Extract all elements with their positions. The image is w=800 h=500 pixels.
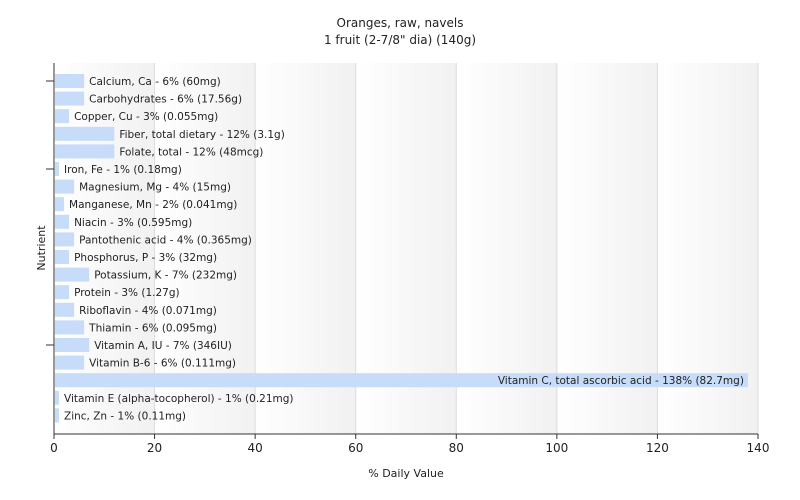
bar-label: Vitamin E (alpha-tocopherol) - 1% (0.21m… [64, 393, 294, 405]
bar [55, 214, 70, 229]
chart-subtitle: 1 fruit (2-7/8" dia) (140g) [324, 33, 476, 47]
x-tick-label: 100 [545, 441, 568, 455]
bar-label: Phosphorus, P - 3% (32mg) [74, 252, 217, 264]
bar-label: Niacin - 3% (0.595mg) [74, 217, 192, 229]
bar-label: Protein - 3% (1.27g) [74, 287, 180, 299]
bar [55, 91, 85, 106]
bar [55, 250, 70, 264]
bar-label: Calcium, Ca - 6% (60mg) [89, 76, 221, 88]
bar-label: Folate, total - 12% (48mcg) [119, 146, 263, 158]
bar [55, 355, 85, 370]
bar [55, 126, 115, 141]
bar [55, 373, 748, 388]
bar-label: Manganese, Mn - 2% (0.041mg) [69, 199, 237, 211]
axes [46, 63, 758, 435]
grid-lines [154, 63, 759, 434]
x-tick-label: 120 [646, 441, 669, 455]
bar [55, 232, 75, 247]
bar-label: Thiamin - 6% (0.095mg) [88, 322, 217, 334]
bar-label: Copper, Cu - 3% (0.055mg) [74, 111, 218, 123]
plot-band [355, 63, 457, 434]
plot-background [54, 63, 758, 434]
bar-label: Magnesium, Mg - 4% (15mg) [79, 182, 231, 194]
plot-band [54, 63, 155, 434]
bar-label: Fiber, total dietary - 12% (3.1g) [119, 129, 284, 141]
bar [55, 320, 85, 335]
bar [55, 179, 75, 194]
x-tick-label: 0 [50, 441, 58, 455]
bars: Calcium, Ca - 6% (60mg) Carbohydrates - 6… [55, 74, 748, 423]
chart-title: Oranges, raw, navels [337, 16, 464, 30]
bar-label: Vitamin A, IU - 7% (346IU) [94, 340, 232, 352]
bar [55, 74, 85, 88]
bar [55, 197, 65, 212]
bar [55, 408, 60, 423]
plot-band [456, 63, 557, 434]
bar-label: Vitamin B-6 - 6% (0.111mg) [89, 358, 236, 370]
bar-label: Iron, Fe - 1% (0.18mg) [64, 164, 182, 176]
plot-band [556, 63, 658, 434]
bar-label: Riboflavin - 4% (0.071mg) [79, 305, 217, 317]
plot-band [657, 63, 758, 434]
x-axis-label: % Daily Value [368, 467, 444, 480]
bar [55, 390, 60, 405]
bar-label: Vitamin C, total ascorbic acid - 138% (8… [498, 375, 744, 387]
bar-label: Carbohydrates - 6% (17.56g) [89, 94, 242, 106]
bar-label: Pantothenic acid - 4% (0.365mg) [79, 234, 252, 246]
x-tick-label: 60 [348, 441, 363, 455]
x-tick-label: 40 [248, 441, 263, 455]
bar-label: Potassium, K - 7% (232mg) [94, 270, 237, 282]
bar-label: Zinc, Zn - 1% (0.11mg) [64, 410, 186, 422]
bar [55, 285, 70, 300]
bar [55, 267, 90, 282]
plot-band [255, 63, 356, 434]
x-tick-label: 20 [147, 441, 162, 455]
x-tick-label: 80 [449, 441, 464, 455]
bar [55, 109, 70, 124]
bar [55, 302, 75, 317]
x-ticks: 0 20 40 60 80 100 120 140 [50, 434, 769, 455]
bar [55, 162, 60, 176]
x-tick-label: 140 [747, 441, 770, 455]
bar [55, 144, 115, 159]
bar [55, 338, 90, 352]
y-axis-label: Nutrient [35, 225, 48, 271]
plot-band [154, 63, 256, 434]
